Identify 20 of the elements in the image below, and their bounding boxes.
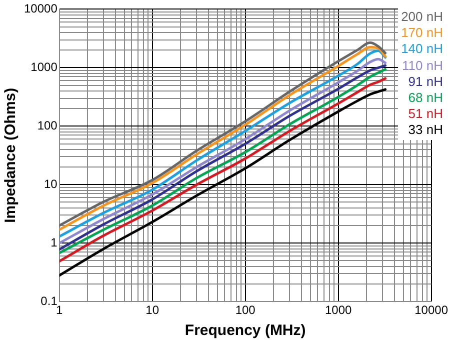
y-tick-label: 1 bbox=[50, 235, 58, 250]
y-tick-label: 0.1 bbox=[40, 294, 58, 308]
x-tick-label: 100 bbox=[235, 303, 256, 318]
y-tick-label: 100 bbox=[37, 118, 58, 132]
x-tick-label: 10 bbox=[146, 303, 160, 318]
y-tick-label: 10 bbox=[44, 176, 58, 191]
series-label: 140 nH bbox=[401, 41, 443, 58]
x-axis-title: Frequency (MHz) bbox=[184, 322, 306, 340]
text: 68 nH bbox=[407, 90, 443, 106]
text: 33 nH bbox=[407, 122, 443, 139]
text: 200 nH bbox=[401, 9, 443, 26]
x-tick-label: 1000 bbox=[324, 303, 352, 318]
series-label: 91 nH bbox=[407, 74, 443, 90]
text: 51 nH bbox=[407, 106, 443, 122]
series-label: 170 nH bbox=[401, 25, 443, 42]
series-label: 110 nH bbox=[401, 58, 443, 74]
x-tick-label: 10000 bbox=[414, 303, 448, 318]
y-axis-title: Impedance (Ohms) bbox=[2, 88, 20, 223]
y-tick-label: 10000 bbox=[24, 2, 58, 16]
y-tick-label: 1000 bbox=[30, 60, 58, 74]
